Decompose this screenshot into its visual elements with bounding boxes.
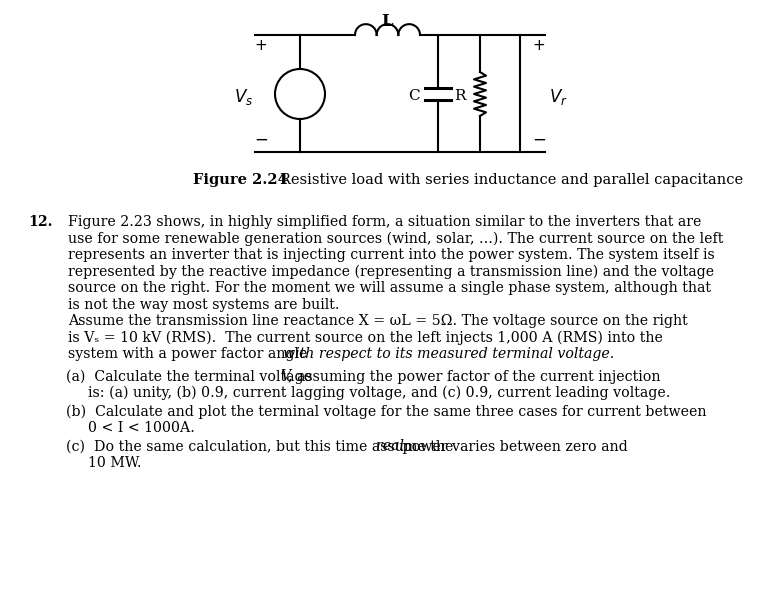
- Text: 10 MW.: 10 MW.: [88, 456, 142, 470]
- Text: +: +: [255, 38, 267, 53]
- Text: $V_s$: $V_s$: [234, 87, 253, 107]
- Text: C: C: [408, 89, 420, 103]
- Text: , assuming the power factor of the current injection: , assuming the power factor of the curre…: [288, 370, 661, 383]
- Text: is: (a) unity, (b) 0.9, current lagging voltage, and (c) 0.9, current leading vo: is: (a) unity, (b) 0.9, current lagging …: [88, 386, 671, 401]
- Text: L: L: [382, 13, 393, 29]
- Text: −: −: [532, 131, 546, 149]
- Text: 0 < I < 1000A.: 0 < I < 1000A.: [88, 421, 195, 435]
- Text: (a)  Calculate the terminal voltage: (a) Calculate the terminal voltage: [66, 370, 316, 384]
- Text: power varies between zero and: power varies between zero and: [398, 440, 628, 453]
- Text: Figure 2.23 shows, in highly simplified form, a situation similar to the inverte: Figure 2.23 shows, in highly simplified …: [68, 215, 701, 229]
- Text: +: +: [533, 38, 545, 53]
- Text: Resistive load with series inductance and parallel capacitance: Resistive load with series inductance an…: [280, 173, 743, 187]
- Text: (c)  Do the same calculation, but this time assume the: (c) Do the same calculation, but this ti…: [66, 440, 458, 453]
- Text: Figure 2.24: Figure 2.24: [193, 173, 287, 187]
- Text: represented by the reactive impedance (representing a transmission line) and the: represented by the reactive impedance (r…: [68, 264, 714, 279]
- Text: use for some renewable generation sources (wind, solar, ...). The current source: use for some renewable generation source…: [68, 231, 724, 246]
- Text: with respect to its measured terminal voltage.: with respect to its measured terminal vo…: [283, 347, 615, 361]
- Text: source on the right. For the moment we will assume a single phase system, althou: source on the right. For the moment we w…: [68, 281, 711, 295]
- Text: system with a power factor angle: system with a power factor angle: [68, 347, 312, 361]
- Text: represents an inverter that is injecting current into the power system. The syst: represents an inverter that is injecting…: [68, 248, 715, 262]
- Text: R: R: [454, 89, 466, 103]
- Text: 12.: 12.: [28, 215, 52, 229]
- Text: is not the way most systems are built.: is not the way most systems are built.: [68, 297, 340, 312]
- Text: Assume the transmission line reactance X = ωL = 5Ω. The voltage source on the ri: Assume the transmission line reactance X…: [68, 314, 688, 328]
- Text: real: real: [376, 440, 404, 453]
- Text: (b)  Calculate and plot the terminal voltage for the same three cases for curren: (b) Calculate and plot the terminal volt…: [66, 404, 707, 419]
- Text: $V_r$: $V_r$: [549, 87, 568, 107]
- Text: −: −: [254, 131, 268, 149]
- Text: V: V: [280, 370, 291, 383]
- Text: is Vₛ = 10 kV (RMS).  The current source on the left injects 1,000 A (RMS) into : is Vₛ = 10 kV (RMS). The current source …: [68, 331, 663, 345]
